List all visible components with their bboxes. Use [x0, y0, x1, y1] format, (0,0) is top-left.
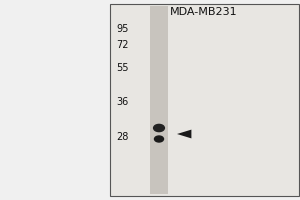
- Bar: [150, 6, 168, 194]
- Polygon shape: [177, 130, 191, 138]
- Text: 36: 36: [117, 97, 129, 107]
- Circle shape: [154, 124, 164, 132]
- Text: 55: 55: [116, 63, 129, 73]
- Circle shape: [154, 136, 164, 142]
- Text: MDA-MB231: MDA-MB231: [170, 7, 238, 17]
- Bar: [110, 4, 298, 196]
- Text: 72: 72: [116, 40, 129, 50]
- Text: 28: 28: [117, 132, 129, 142]
- Text: 95: 95: [117, 24, 129, 34]
